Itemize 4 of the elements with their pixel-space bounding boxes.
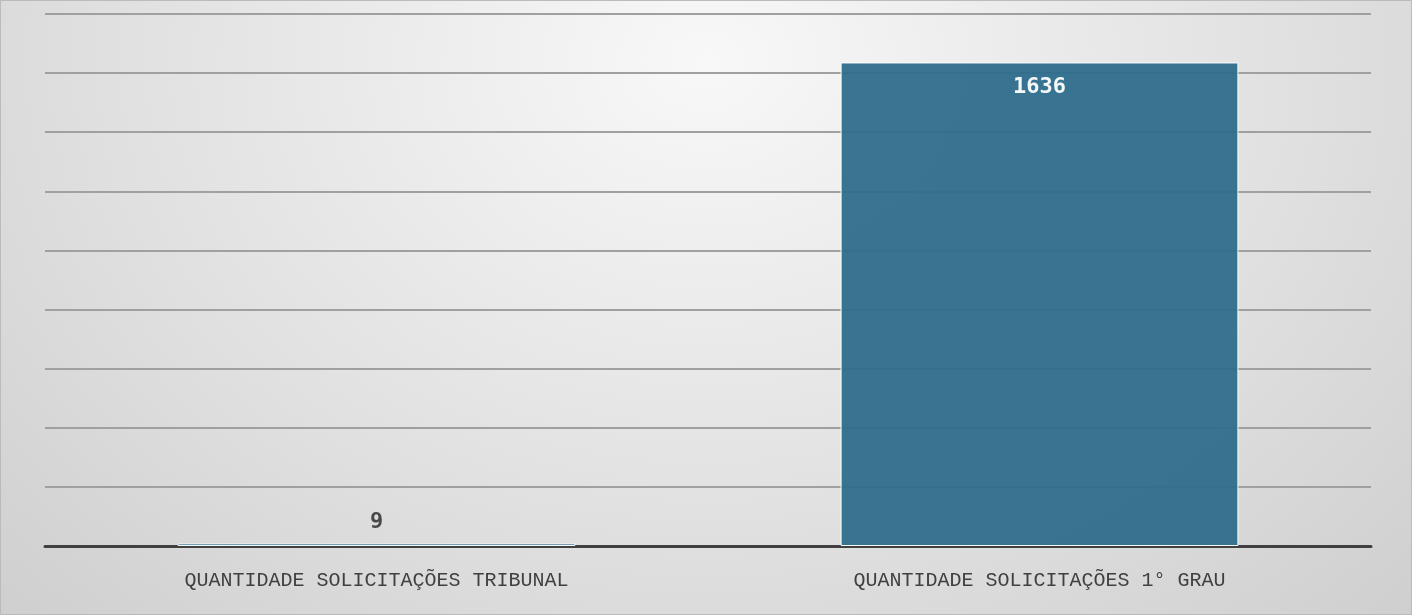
x-tick-label: QUANTIDADE SOLICITAÇÕES 1° GRAU [853,567,1226,592]
data-label: 9 [369,507,384,533]
x-tick-label: QUANTIDADE SOLICITAÇÕES TRIBUNAL [184,567,569,592]
data-label: 1636 [1013,72,1066,98]
